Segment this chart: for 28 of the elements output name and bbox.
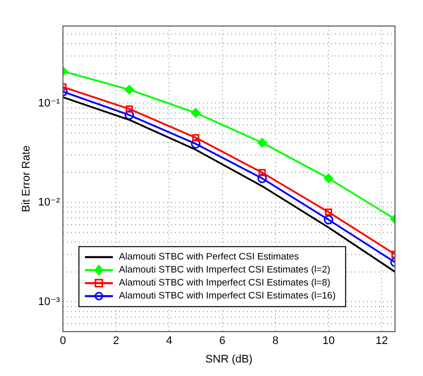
point — [257, 138, 267, 148]
point — [124, 110, 134, 120]
point — [192, 134, 200, 142]
point — [190, 139, 200, 149]
y-axis-title: Bit Error Rate — [20, 145, 33, 212]
x-tick-label: 4 — [166, 335, 172, 348]
point — [126, 105, 133, 113]
x-axis-title: SNR (dB) — [205, 353, 252, 366]
point — [324, 174, 334, 184]
y-tick-label: 10⁻³ — [38, 296, 60, 308]
point — [124, 84, 134, 94]
point — [190, 108, 200, 118]
x-tick-label: 2 — [112, 335, 120, 348]
point — [325, 208, 332, 216]
y-tick-label: 10⁻² — [38, 196, 60, 209]
y-tick-label: 10⁻¹ — [38, 97, 60, 110]
legend-label: Alamouti STBC with Imperfect CSI Estimates (l=2) — [118, 264, 330, 276]
point — [257, 174, 267, 184]
point — [258, 169, 266, 176]
point — [324, 214, 334, 224]
x-tick-label: 12 — [376, 335, 388, 348]
x-tick-label: 0 — [60, 335, 66, 348]
x-tick-label: 8 — [272, 335, 279, 348]
x-tick-label: 10 — [322, 335, 335, 348]
legend-label: Alamouti STBC with Imperfect CSI Estimates (l=8) — [118, 278, 330, 289]
legend-label: Alamouti STBC with Perfect CSI Estimates — [118, 252, 300, 263]
x-tick-label: 6 — [219, 335, 226, 348]
legend-label: Alamouti STBC with Imperfect CSI Estimates (l=16) — [118, 290, 336, 302]
